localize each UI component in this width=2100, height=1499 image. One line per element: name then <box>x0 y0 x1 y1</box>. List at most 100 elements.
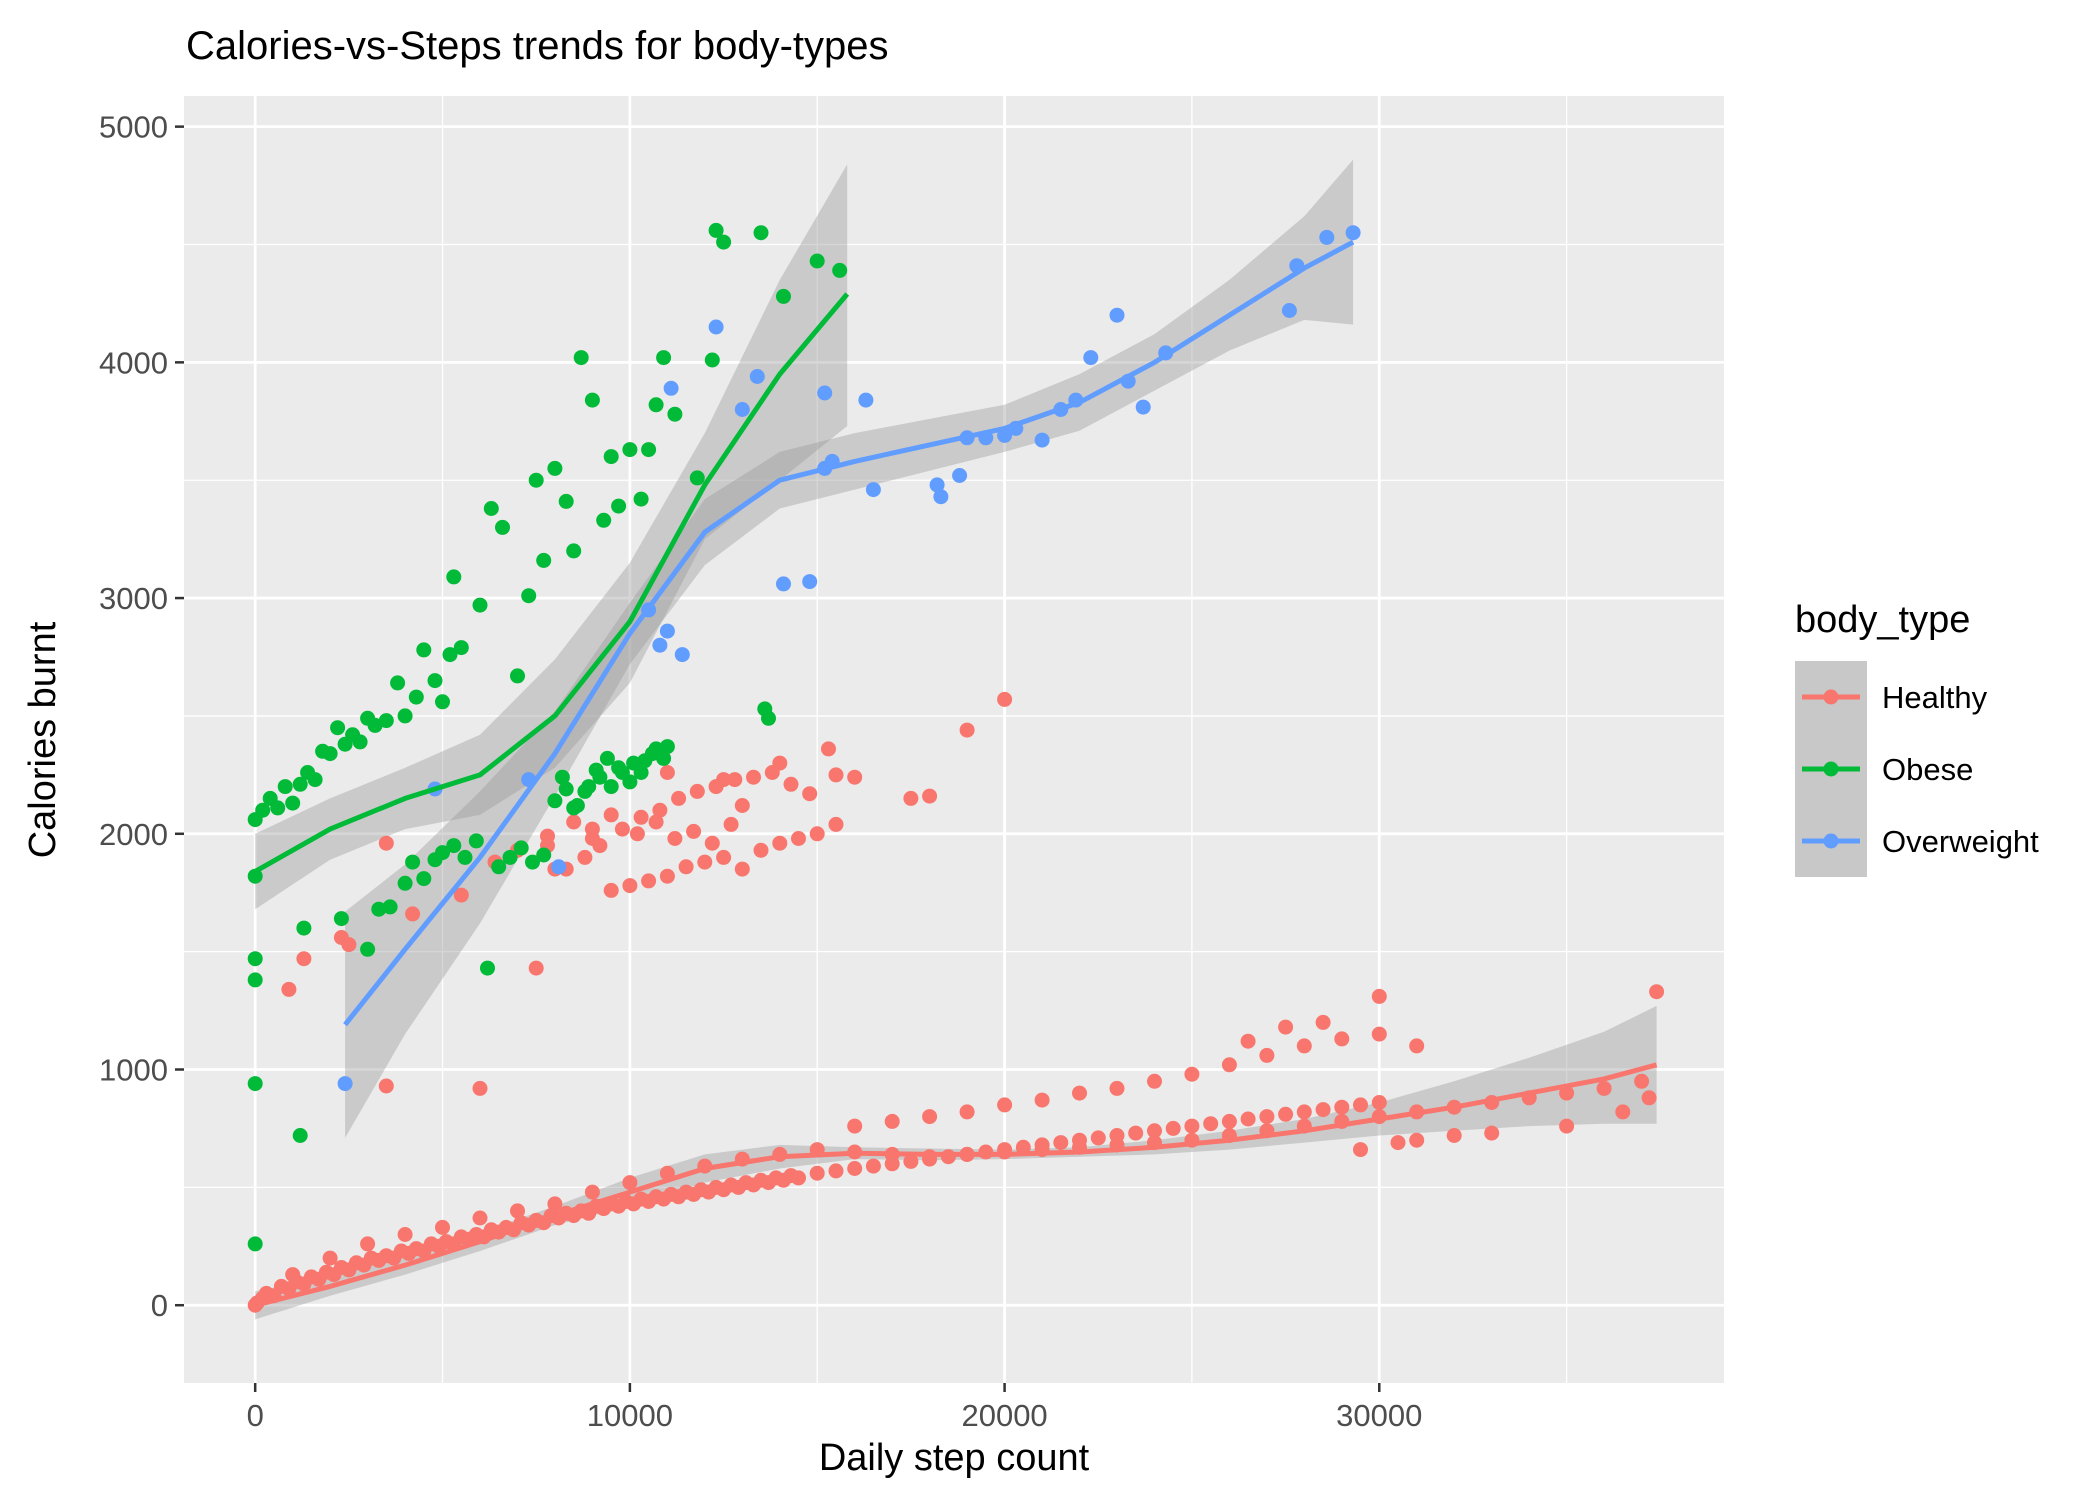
data-point <box>817 385 833 401</box>
data-point <box>652 802 668 818</box>
data-point <box>1484 1125 1500 1141</box>
data-point <box>708 319 724 335</box>
legend-point <box>1823 689 1839 705</box>
data-point <box>1353 1097 1368 1113</box>
data-point <box>1559 1085 1575 1101</box>
data-point <box>453 887 469 903</box>
data-point <box>746 769 761 785</box>
ci-ribbon-overweight <box>345 159 1354 1138</box>
data-point <box>371 901 387 917</box>
x-tick-label: 0 <box>247 1398 264 1433</box>
data-point <box>1390 1135 1406 1151</box>
y-tick-label: 4000 <box>99 345 168 380</box>
data-point <box>1371 1095 1387 1110</box>
data-point <box>704 352 720 368</box>
data-point <box>689 470 705 486</box>
data-point <box>1596 1080 1612 1096</box>
data-point <box>674 647 690 663</box>
data-point <box>341 937 357 953</box>
y-tick-label: 0 <box>151 1288 168 1323</box>
data-point <box>247 1236 263 1252</box>
data-point <box>663 380 679 396</box>
data-point <box>510 1203 525 1219</box>
trend-line-healthy <box>254 1062 1658 1308</box>
data-point <box>776 288 791 304</box>
data-point <box>671 790 687 806</box>
data-point <box>1371 988 1387 1004</box>
data-point <box>1259 1047 1275 1063</box>
data-point <box>689 783 705 799</box>
data-point <box>378 835 394 851</box>
data-point <box>367 717 383 733</box>
data-point <box>547 1196 563 1212</box>
data-point <box>491 859 507 875</box>
data-point <box>573 350 589 366</box>
data-point <box>435 694 450 710</box>
data-point <box>828 767 844 783</box>
data-point <box>442 647 458 663</box>
data-point <box>734 798 750 813</box>
data-point <box>734 861 750 877</box>
data-point <box>622 878 638 894</box>
data-point <box>472 1210 488 1226</box>
data-point <box>659 623 675 639</box>
data-point <box>847 1118 863 1134</box>
data-point <box>1109 1080 1125 1096</box>
data-point <box>667 406 683 422</box>
data-point <box>865 1158 881 1174</box>
data-point <box>641 442 657 458</box>
data-point <box>1135 399 1151 415</box>
data-point <box>270 800 286 816</box>
data-point <box>1409 1132 1425 1148</box>
data-point <box>337 1076 353 1092</box>
data-point <box>502 849 518 865</box>
data-point <box>446 569 462 585</box>
data-point <box>997 691 1013 707</box>
data-point <box>723 816 739 832</box>
data-point <box>483 501 499 516</box>
legend-label: Obese <box>1882 752 1973 787</box>
data-point <box>641 873 657 889</box>
data-point <box>333 911 349 927</box>
data-point <box>1296 1038 1312 1054</box>
series-healthy <box>247 691 1665 1313</box>
data-point <box>832 262 848 278</box>
data-point <box>435 845 450 861</box>
data-point <box>753 225 769 241</box>
data-point <box>416 642 432 658</box>
data-point <box>1278 1019 1294 1035</box>
data-point <box>247 972 263 988</box>
data-point <box>922 1109 938 1125</box>
data-point <box>1334 1099 1350 1115</box>
data-point <box>716 234 732 250</box>
data-point <box>292 1128 308 1143</box>
data-point <box>1278 1106 1294 1122</box>
data-point <box>659 765 675 780</box>
data-point <box>596 512 612 528</box>
data-points <box>247 222 1665 1313</box>
data-point <box>716 772 732 788</box>
data-point <box>397 708 413 724</box>
data-point <box>667 831 683 846</box>
data-point <box>584 821 600 837</box>
data-point <box>566 543 582 559</box>
data-point <box>1090 1130 1106 1146</box>
trend-line-obese <box>253 292 850 874</box>
data-point <box>1147 1073 1162 1089</box>
data-point <box>547 460 563 476</box>
data-point <box>360 941 376 957</box>
data-point <box>603 807 619 823</box>
data-point <box>1641 1090 1657 1106</box>
data-point <box>554 769 570 785</box>
data-point <box>277 779 293 795</box>
data-point <box>772 835 788 851</box>
series-obese <box>247 222 848 1252</box>
legend-point <box>1823 833 1839 849</box>
data-point <box>322 746 338 762</box>
data-point <box>1072 1085 1087 1101</box>
data-point <box>884 1113 900 1129</box>
y-axis: 0 1000 2000 3000 4000 5000 <box>99 110 184 1323</box>
data-point <box>472 597 488 613</box>
data-point <box>577 849 593 865</box>
data-point <box>1296 1104 1312 1120</box>
